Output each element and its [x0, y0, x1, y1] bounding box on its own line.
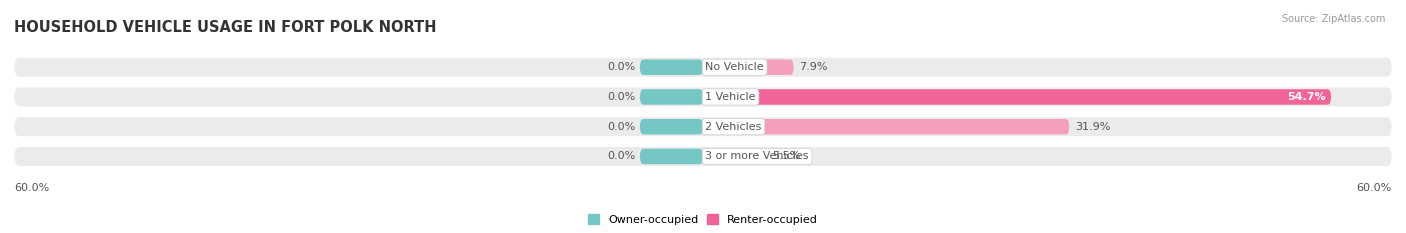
Text: 0.0%: 0.0% — [607, 151, 636, 161]
Text: 31.9%: 31.9% — [1076, 122, 1111, 132]
Text: 5.5%: 5.5% — [772, 151, 800, 161]
Text: 0.0%: 0.0% — [607, 92, 636, 102]
FancyBboxPatch shape — [703, 149, 766, 164]
Text: 0.0%: 0.0% — [607, 122, 636, 132]
Legend: Owner-occupied, Renter-occupied: Owner-occupied, Renter-occupied — [583, 210, 823, 229]
FancyBboxPatch shape — [14, 147, 1392, 166]
FancyBboxPatch shape — [14, 87, 1392, 106]
Text: 60.0%: 60.0% — [14, 183, 49, 193]
Text: 1 Vehicle: 1 Vehicle — [706, 92, 756, 102]
FancyBboxPatch shape — [703, 119, 1070, 134]
Text: 54.7%: 54.7% — [1286, 92, 1326, 102]
Text: Source: ZipAtlas.com: Source: ZipAtlas.com — [1281, 14, 1385, 24]
Text: 7.9%: 7.9% — [800, 62, 828, 72]
FancyBboxPatch shape — [640, 149, 703, 164]
FancyBboxPatch shape — [703, 89, 1331, 105]
FancyBboxPatch shape — [640, 119, 703, 134]
FancyBboxPatch shape — [640, 59, 703, 75]
Text: 60.0%: 60.0% — [1357, 183, 1392, 193]
FancyBboxPatch shape — [703, 59, 794, 75]
Text: 0.0%: 0.0% — [607, 62, 636, 72]
Text: 3 or more Vehicles: 3 or more Vehicles — [706, 151, 808, 161]
FancyBboxPatch shape — [14, 58, 1392, 77]
Text: HOUSEHOLD VEHICLE USAGE IN FORT POLK NORTH: HOUSEHOLD VEHICLE USAGE IN FORT POLK NOR… — [14, 20, 436, 35]
Text: No Vehicle: No Vehicle — [706, 62, 763, 72]
FancyBboxPatch shape — [14, 117, 1392, 136]
FancyBboxPatch shape — [640, 89, 703, 105]
Text: 2 Vehicles: 2 Vehicles — [706, 122, 762, 132]
